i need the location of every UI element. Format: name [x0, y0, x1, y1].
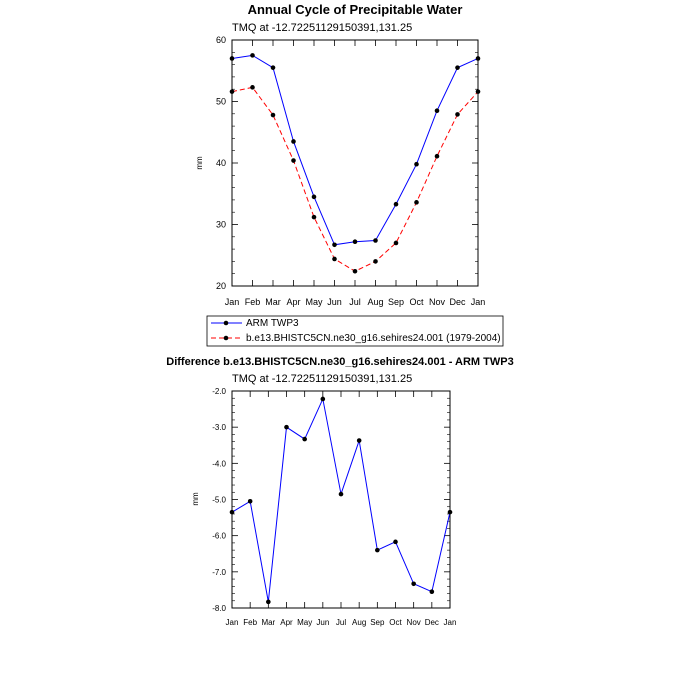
x-tick-label: Jan [225, 297, 240, 307]
data-point [229, 56, 235, 61]
x-tick-label: Apr [286, 297, 300, 307]
data-point [356, 438, 362, 443]
series-line-0 [231, 54, 479, 246]
data-point [284, 424, 289, 430]
data-point [250, 85, 255, 90]
x-tick-label: Jan [226, 618, 239, 627]
x-tick-label: Sep [388, 297, 404, 307]
series-line-0 [231, 397, 451, 602]
data-point [332, 256, 337, 262]
x-tick-label: Jan [444, 618, 457, 627]
data-point [393, 539, 398, 545]
data-point [291, 139, 296, 144]
data-point [429, 589, 435, 595]
y-tick-label: -8.0 [212, 604, 226, 613]
y-tick-label: -4.0 [212, 459, 226, 468]
x-tick-label: Mar [261, 618, 275, 627]
data-point [414, 161, 419, 167]
chart1-title: Annual Cycle of Precipitable Water [248, 2, 463, 17]
data-point [291, 158, 296, 163]
y-tick-label: -7.0 [212, 568, 226, 577]
y-tick-label: 50 [216, 97, 226, 107]
data-point [375, 547, 380, 553]
x-tick-label: Aug [352, 618, 366, 627]
x-tick-label: May [297, 618, 312, 627]
data-point [393, 240, 399, 246]
data-point [475, 56, 481, 61]
y-tick-label: -3.0 [212, 423, 226, 432]
data-point [338, 491, 344, 497]
data-point [411, 581, 416, 587]
data-point [447, 509, 453, 515]
y-tick-label: 40 [216, 158, 226, 168]
x-tick-label: Jun [316, 618, 329, 627]
data-point [352, 268, 358, 274]
data-point [270, 112, 276, 118]
chart1-subtitle: TMQ at -12.72251129150391,131.25 [232, 22, 412, 34]
data-point [352, 239, 358, 245]
data-point [311, 194, 317, 200]
x-tick-label: Jan [471, 297, 486, 307]
y-tick-label: -6.0 [212, 532, 226, 541]
x-tick-label: Jul [336, 618, 346, 627]
chart1-ylabel: mm [195, 156, 204, 170]
x-tick-label: Aug [367, 297, 383, 307]
data-point [247, 499, 253, 504]
x-tick-label: Dec [425, 618, 439, 627]
data-point [320, 396, 326, 402]
legend-marker-arm [223, 320, 229, 326]
x-tick-label: May [305, 297, 323, 307]
x-tick-label: Feb [243, 618, 257, 627]
data-point [455, 112, 460, 117]
x-tick-label: Nov [407, 618, 421, 627]
y-tick-label: 60 [216, 35, 226, 45]
x-tick-label: Oct [409, 297, 424, 307]
data-point [229, 509, 235, 515]
data-point [393, 201, 399, 207]
data-point [414, 200, 419, 205]
chart2-subtitle: TMQ at -12.72251129150391,131.25 [232, 373, 412, 385]
data-point [373, 259, 378, 264]
x-tick-label: Nov [429, 297, 446, 307]
x-tick-label: Apr [280, 618, 293, 627]
legend-box [206, 315, 504, 347]
legend-marker-model [223, 335, 229, 341]
data-point [475, 89, 481, 94]
data-point [434, 153, 440, 159]
data-point [311, 214, 317, 220]
legend-label-arm: ARM TWP3 [246, 318, 299, 329]
data-point [250, 53, 255, 58]
legend-label-model: b.e13.BHISTC5CN.ne30_g16.sehires24.001 (… [246, 333, 501, 344]
data-point [332, 242, 337, 248]
x-tick-label: Mar [265, 297, 281, 307]
x-tick-label: Feb [245, 297, 261, 307]
chart2-ylabel: mm [191, 492, 200, 506]
data-point [373, 238, 378, 243]
y-tick-label: 30 [216, 220, 226, 230]
chart2-plot-frame [231, 390, 451, 609]
y-tick-label: -2.0 [212, 387, 226, 396]
data-point [270, 65, 276, 70]
x-tick-label: Jun [327, 297, 342, 307]
x-tick-label: Jul [349, 297, 361, 307]
x-tick-label: Dec [449, 297, 466, 307]
y-tick-label: -5.0 [212, 496, 226, 505]
data-point [266, 599, 271, 605]
chart1-plot-frame [231, 39, 479, 287]
chart2-title: Difference b.e13.BHISTC5CN.ne30_g16.sehi… [166, 356, 513, 368]
y-tick-label: 20 [216, 281, 226, 291]
data-point [229, 89, 235, 94]
data-point [434, 108, 440, 114]
data-point [455, 65, 460, 70]
data-point [302, 436, 307, 442]
x-tick-label: Oct [389, 618, 402, 627]
x-tick-label: Sep [370, 618, 385, 627]
